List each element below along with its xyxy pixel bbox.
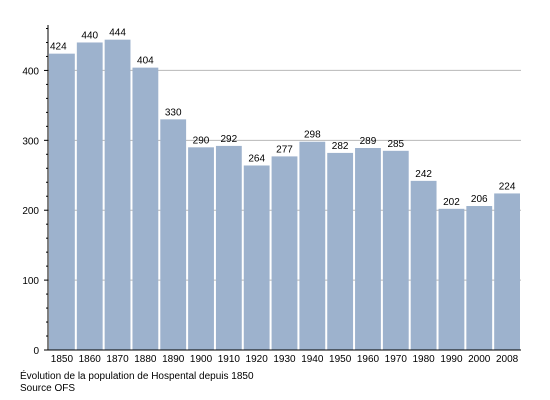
bar-1920 (243, 165, 270, 350)
bar-1900 (188, 147, 214, 350)
bar-1910 (215, 145, 242, 350)
bar-label-2008: 224 (499, 181, 516, 192)
bar-label-1980: 242 (415, 169, 432, 180)
bar-label-1940: 298 (304, 130, 321, 141)
bar-1990 (438, 208, 465, 350)
x-tick-label-1940: 1940 (301, 354, 324, 365)
x-tick-label-1960: 1960 (357, 354, 380, 365)
bar-1850 (49, 53, 75, 350)
x-tick-label-1990: 1990 (440, 354, 463, 365)
bar-1960 (355, 148, 381, 350)
x-tick-label-2000: 2000 (468, 354, 491, 365)
bar-label-1860: 440 (81, 30, 98, 41)
chart-source: Source OFS (20, 383, 76, 394)
bars-group (49, 39, 520, 351)
bar-label-1900: 290 (193, 135, 210, 146)
bar-1870 (104, 39, 131, 350)
x-tick-label-1950: 1950 (329, 354, 352, 365)
bar-1950 (327, 152, 354, 350)
bar-1970 (382, 150, 409, 350)
y-axis: 0 100 200 300 400 (22, 25, 49, 357)
bar-1930 (271, 156, 298, 350)
x-tick-label-1850: 1850 (51, 354, 74, 365)
x-tick-label-1860: 1860 (79, 354, 102, 365)
bar-label-1890: 330 (165, 107, 182, 118)
bar-label-1960: 289 (360, 136, 377, 147)
x-tick-label-1890: 1890 (162, 354, 185, 365)
bar-value-labels: 424 440 444 404 330 290 292 264 277 298 282 289 285 2… (50, 28, 516, 208)
bar-label-1920: 264 (248, 153, 265, 164)
bar-1860 (76, 42, 103, 351)
y-tick-label-300: 300 (22, 136, 39, 147)
bar-label-1870: 444 (109, 28, 126, 39)
bar-label-1910: 292 (221, 134, 238, 145)
bar-label-1930: 277 (276, 144, 293, 155)
bar-1980 (410, 180, 437, 350)
bar-label-1850: 424 (50, 42, 67, 53)
x-axis: 1850 1860 1870 1880 1890 1900 1910 1920 1930 1940… (48, 349, 521, 365)
bar-1940 (299, 141, 326, 350)
y-tick-label-100: 100 (22, 276, 39, 287)
bar-label-1970: 285 (387, 139, 404, 150)
bar-1890 (160, 119, 187, 351)
x-tick-label-1970: 1970 (385, 354, 408, 365)
y-tick-label-0: 0 (33, 346, 39, 357)
x-tick-label-1900: 1900 (190, 354, 213, 365)
bar-1880 (132, 67, 159, 351)
bar-label-1950: 282 (332, 141, 349, 152)
x-tick-label-1870: 1870 (106, 354, 129, 365)
x-tick-label-2008: 2008 (496, 354, 519, 365)
x-tick-label-1910: 1910 (218, 354, 241, 365)
x-tick-label-1930: 1930 (273, 354, 296, 365)
bar-label-2000: 206 (471, 194, 488, 205)
x-tick-label-1920: 1920 (246, 354, 269, 365)
x-tick-label-1880: 1880 (134, 354, 157, 365)
y-tick-label-400: 400 (22, 66, 39, 77)
x-tick-label-1980: 1980 (412, 354, 435, 365)
y-tick-label-200: 200 (22, 206, 39, 217)
bar-label-1990: 202 (443, 197, 460, 208)
bar-2000 (466, 206, 493, 350)
chart-caption: Évolution de la population de Hospental … (20, 371, 254, 382)
bar-2008 (494, 193, 520, 350)
bar-label-1880: 404 (137, 56, 154, 67)
